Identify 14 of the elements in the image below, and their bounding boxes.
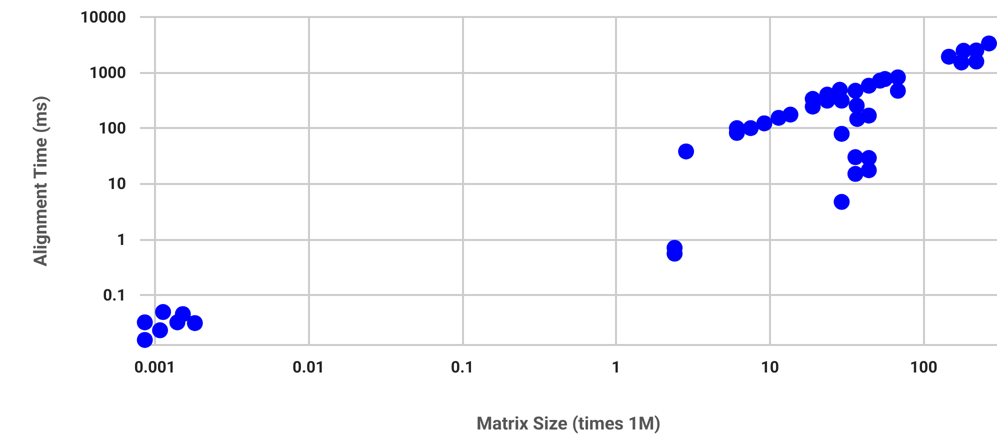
x-tick-label: 100 <box>910 358 938 376</box>
x-tick-label: 0.01 <box>292 358 325 376</box>
y-tick-label: 10 <box>108 174 126 194</box>
x-tick-label: 10 <box>760 358 780 376</box>
x-tick-label: 1 <box>612 358 621 376</box>
y-tick-label: 0.1 <box>103 285 126 304</box>
x-axis-title: Matrix Size (times 1M) <box>476 414 661 434</box>
y-tick-label: 1 <box>116 230 126 249</box>
x-tick-label: 0.1 <box>450 358 474 376</box>
y-tick-label: 100 <box>98 118 126 138</box>
y-tick-label: 10000 <box>80 8 126 26</box>
y-tick-label: 1000 <box>89 63 126 82</box>
y-axis-title: Alignment Time (ms) <box>30 96 52 266</box>
x-tick-label: 0.001 <box>134 358 176 376</box>
